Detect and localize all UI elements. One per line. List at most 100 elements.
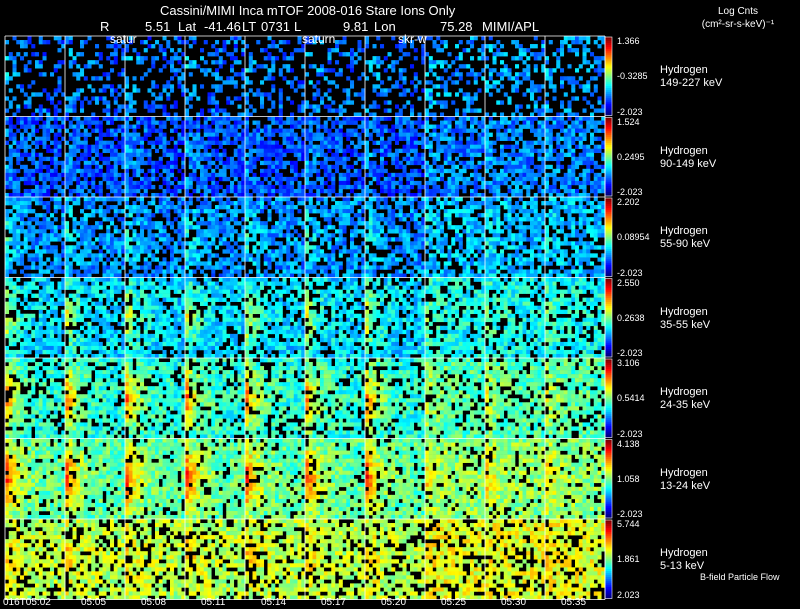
heatmap-cell (312, 84, 317, 89)
heatmap-cell (98, 225, 103, 230)
heatmap-cell (110, 152, 115, 158)
heatmap-cell (421, 132, 426, 137)
heatmap-cell (140, 225, 145, 230)
heatmap-cell (590, 92, 595, 97)
heatmap-cell (166, 80, 171, 85)
heatmap-cell (496, 176, 501, 182)
heatmap-cell (20, 261, 25, 266)
heatmap-cell (203, 120, 208, 125)
heatmap-cell (563, 152, 568, 158)
colorbar-segment (605, 113, 612, 116)
heatmap-cell (293, 144, 298, 150)
heatmap-cell (327, 132, 332, 137)
heatmap-cell (278, 156, 283, 162)
heatmap-cell (316, 128, 321, 133)
heatmap-cell (226, 80, 231, 85)
heatmap-cell (455, 92, 460, 97)
heatmap-cell (312, 180, 317, 186)
heatmap-cell (113, 108, 118, 113)
heatmap-cell (35, 64, 40, 69)
heatmap-cell (267, 116, 272, 121)
heatmap-cell (260, 201, 265, 206)
heatmap-cell (68, 144, 73, 150)
heatmap-cell (413, 144, 418, 150)
heatmap-cell (488, 68, 493, 73)
heatmap-cell (222, 148, 227, 154)
heatmap-cell (278, 188, 283, 194)
heatmap-cell (492, 176, 497, 182)
heatmap-cell (12, 245, 17, 250)
heatmap-cell (158, 68, 163, 73)
heatmap-cell (410, 172, 415, 178)
heatmap-cell (447, 140, 452, 145)
heatmap-cell (350, 120, 355, 125)
heatmap-cell (203, 209, 208, 214)
heatmap-cell (432, 72, 437, 77)
heatmap-cell (260, 144, 265, 150)
heatmap-cell (241, 68, 246, 73)
heatmap-cell (376, 192, 381, 198)
heatmap-cell (346, 257, 351, 262)
heatmap-cell (488, 116, 493, 121)
heatmap-cell (428, 172, 433, 178)
heatmap-cell (293, 168, 298, 174)
heatmap-cell (42, 172, 47, 178)
heatmap-cell (593, 192, 598, 198)
heatmap-cell (597, 188, 602, 194)
heatmap-cell (320, 72, 325, 77)
heatmap-cell (387, 217, 392, 222)
heatmap-cell (215, 116, 220, 121)
heatmap-cell (110, 241, 115, 246)
heatmap-cell (203, 265, 208, 270)
heatmap-cell (293, 229, 298, 234)
heatmap-cell (211, 108, 216, 113)
heatmap-cell (515, 88, 520, 93)
heatmap-cell (117, 217, 122, 222)
heatmap-cell (241, 160, 246, 166)
heatmap-cell (170, 128, 175, 133)
heatmap-cell (102, 269, 107, 274)
heatmap-cell (211, 84, 216, 89)
heatmap-cell (271, 233, 276, 238)
heatmap-cell (252, 261, 257, 266)
heatmap-cell (383, 128, 388, 133)
heatmap-cell (35, 52, 40, 57)
heatmap-cell (593, 172, 598, 178)
heatmap-cell (365, 160, 370, 166)
heatmap-cell (16, 213, 21, 218)
heatmap-cell (571, 120, 576, 125)
heatmap-cell (282, 164, 287, 170)
heatmap-cell (278, 265, 283, 270)
heatmap-cell (61, 136, 66, 141)
heatmap-cell (365, 40, 370, 45)
heatmap-cell (327, 273, 332, 278)
heatmap-cell (241, 152, 246, 158)
heatmap-cell (233, 241, 238, 246)
heatmap-cell (440, 164, 445, 170)
heatmap-cell (496, 192, 501, 198)
heatmap-cell (305, 205, 310, 210)
heatmap-cell (320, 96, 325, 101)
heatmap-cell (406, 156, 411, 162)
heatmap-cell (132, 201, 137, 206)
heatmap-cell (31, 176, 36, 182)
heatmap-cell (188, 156, 193, 162)
heatmap-cell (263, 229, 268, 234)
heatmap-cell (533, 36, 538, 41)
heatmap-cell (5, 225, 10, 230)
heatmap-cell (147, 168, 152, 174)
heatmap-cell (290, 80, 295, 85)
colorbar-segment (605, 133, 612, 136)
heatmap-cell (215, 100, 220, 105)
heatmap-cell (342, 156, 347, 162)
heatmap-cell (316, 88, 321, 93)
heatmap-cell (263, 144, 268, 150)
heatmap-cell (151, 257, 156, 262)
heatmap-cell (331, 132, 336, 137)
heatmap-cell (8, 269, 13, 274)
colorbar-segment (605, 50, 612, 54)
heatmap-cell (511, 116, 516, 121)
heatmap-cell (173, 128, 178, 133)
heatmap-cell (218, 160, 223, 166)
heatmap-cell (237, 261, 242, 266)
